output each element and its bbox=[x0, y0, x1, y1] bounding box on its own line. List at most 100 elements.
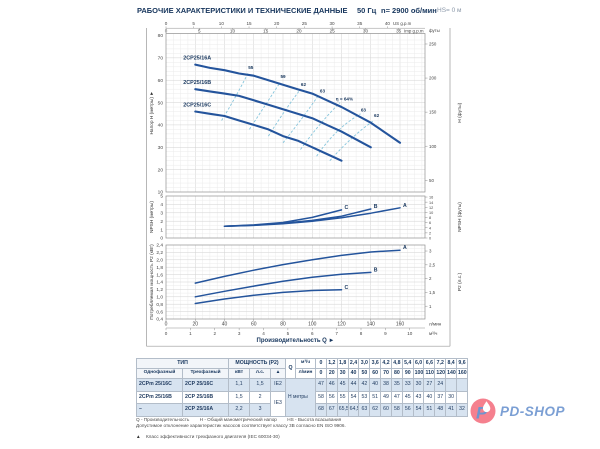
q-lmin-value: 90 bbox=[401, 368, 414, 379]
pump-curve-A bbox=[194, 249, 401, 284]
head-value: 55 bbox=[336, 390, 349, 404]
curve-label-A: A bbox=[403, 203, 407, 209]
svg-text:2,4: 2,4 bbox=[156, 243, 163, 249]
q-m3h-value: 1,2 bbox=[325, 358, 338, 369]
svg-text:5: 5 bbox=[198, 29, 201, 34]
curve-label-B: B bbox=[374, 267, 378, 273]
head-value: 27 bbox=[423, 378, 436, 392]
svg-text:л/мин: л/мин bbox=[429, 322, 442, 327]
pump-curve-2CP25/16B bbox=[194, 88, 372, 149]
svg-text:2,5: 2,5 bbox=[429, 262, 436, 267]
svg-text:0: 0 bbox=[429, 237, 431, 241]
svg-text:20: 20 bbox=[158, 167, 164, 173]
svg-text:16: 16 bbox=[429, 196, 433, 200]
triangle-mark-icon: ▲ bbox=[136, 433, 141, 439]
svg-text:1: 1 bbox=[429, 304, 432, 309]
y-axis-label-left: Напор H (метры) ► bbox=[149, 91, 155, 135]
svg-text:0,6: 0,6 bbox=[156, 309, 163, 315]
head-value: 30 bbox=[412, 378, 425, 392]
head-value: 24 bbox=[434, 378, 447, 392]
col-header-ie-class: ▲ bbox=[270, 368, 287, 379]
y-axis-label-right: H (футы) bbox=[457, 102, 463, 122]
q-m3h-value: 6,6 bbox=[423, 358, 436, 369]
svg-text:1,2: 1,2 bbox=[156, 287, 163, 293]
col-header-kw: кВт bbox=[228, 368, 251, 379]
head-value: 35 bbox=[390, 378, 403, 392]
svg-text:1,6: 1,6 bbox=[156, 272, 163, 278]
pump-curve-C bbox=[223, 209, 343, 227]
power-kw: 1,5 bbox=[228, 390, 251, 404]
head-value: 41 bbox=[445, 403, 457, 417]
head-value: 30 bbox=[445, 390, 457, 404]
svg-text:3: 3 bbox=[160, 211, 163, 217]
svg-text:80: 80 bbox=[280, 322, 286, 328]
pump-curve-B bbox=[194, 271, 372, 298]
ie-class: IE3 bbox=[270, 390, 287, 417]
svg-text:футы: футы bbox=[429, 28, 440, 33]
head-value: 51 bbox=[369, 390, 382, 404]
svg-text:5: 5 bbox=[160, 194, 163, 200]
svg-text:0,8: 0,8 bbox=[156, 302, 163, 308]
svg-text:30: 30 bbox=[158, 145, 164, 151]
curve-label-2CP25/16A: 2CP25/16A bbox=[183, 56, 211, 62]
svg-text:3: 3 bbox=[429, 249, 432, 254]
col-header-q: Q bbox=[285, 358, 297, 379]
y-axis-label-right: P2 (л.с.) bbox=[457, 272, 463, 291]
head-value: 65,5 bbox=[336, 403, 349, 417]
y-axis-label-left: Потребляемая мощность P2 (кВт) bbox=[149, 244, 155, 320]
footnote-legend: Q - Производительность Н - Общий маномет… bbox=[136, 417, 472, 423]
svg-text:40: 40 bbox=[385, 21, 391, 26]
efficiency-label: 62 bbox=[374, 113, 380, 118]
svg-text:1: 1 bbox=[189, 331, 192, 336]
footnote-efficiency-class: ▲ Класс эффективности трехфазного двигат… bbox=[136, 434, 472, 440]
y-axis-label-right: NPSH (футы) bbox=[457, 202, 463, 232]
speed-value: n= 2900 об/мин bbox=[381, 6, 437, 15]
svg-text:1,5: 1,5 bbox=[429, 290, 436, 295]
head-value: 33 bbox=[401, 378, 414, 392]
efficiency-label: 55 bbox=[248, 65, 254, 70]
head-value: 45 bbox=[401, 390, 414, 404]
efficiency-label: 63 bbox=[361, 108, 367, 113]
table-row: –2CP 25/16A 2,2 3 68 67 65,5 64,5 63 62 60 58 56 54 5… bbox=[136, 403, 468, 417]
svg-text:200: 200 bbox=[429, 76, 437, 81]
col-header-type: ТИП bbox=[135, 358, 230, 369]
svg-text:50: 50 bbox=[158, 100, 164, 106]
col-header-three-phase: Трехфазный bbox=[181, 368, 230, 379]
head-value: 58 bbox=[390, 403, 403, 417]
y-axis-label-left: NPSH (метры) bbox=[149, 201, 155, 233]
q-lmin-value: 120 bbox=[434, 368, 447, 379]
svg-text:70: 70 bbox=[158, 56, 164, 62]
head-value: 64,5 bbox=[347, 403, 360, 417]
q-m3h-value: 3,0 bbox=[358, 358, 371, 369]
pd-shop-logo-text: PD-SHOP bbox=[500, 403, 566, 419]
efficiency-contour bbox=[316, 113, 361, 157]
head-value: 47 bbox=[390, 390, 403, 404]
pump-model-single: 2CPm 25/16C bbox=[136, 378, 183, 392]
q-lmin-value: 20 bbox=[325, 368, 338, 379]
svg-text:2: 2 bbox=[429, 231, 431, 235]
svg-text:100: 100 bbox=[308, 322, 317, 328]
svg-text:3: 3 bbox=[238, 331, 241, 336]
x-axis-title: Производительность Q ► bbox=[257, 338, 335, 344]
svg-text:60: 60 bbox=[158, 78, 164, 84]
pump-curve-2CP25/16A bbox=[194, 63, 402, 144]
q-lmin-value: 30 bbox=[336, 368, 349, 379]
col-header-single-phase: Однофазный bbox=[136, 368, 183, 379]
curve-label-C: C bbox=[345, 205, 349, 211]
curve-label-2CP25/16C: 2CP25/16C bbox=[183, 103, 211, 109]
head-value: 67 bbox=[325, 403, 338, 417]
q-m3h-value: 0 bbox=[315, 358, 327, 369]
q-lmin-value: 50 bbox=[358, 368, 371, 379]
svg-text:0: 0 bbox=[165, 322, 168, 328]
svg-text:9: 9 bbox=[384, 331, 387, 336]
head-value: 44 bbox=[347, 378, 360, 392]
head-value: 38 bbox=[380, 378, 392, 392]
svg-text:5: 5 bbox=[287, 331, 290, 336]
efficiency-class-text: Класс эффективности трехфазного двигател… bbox=[145, 433, 280, 439]
head-value: 47 bbox=[315, 378, 327, 392]
head-value: 53 bbox=[358, 390, 371, 404]
q-m3h-value: 4,8 bbox=[390, 358, 403, 369]
svg-text:0: 0 bbox=[165, 331, 168, 336]
